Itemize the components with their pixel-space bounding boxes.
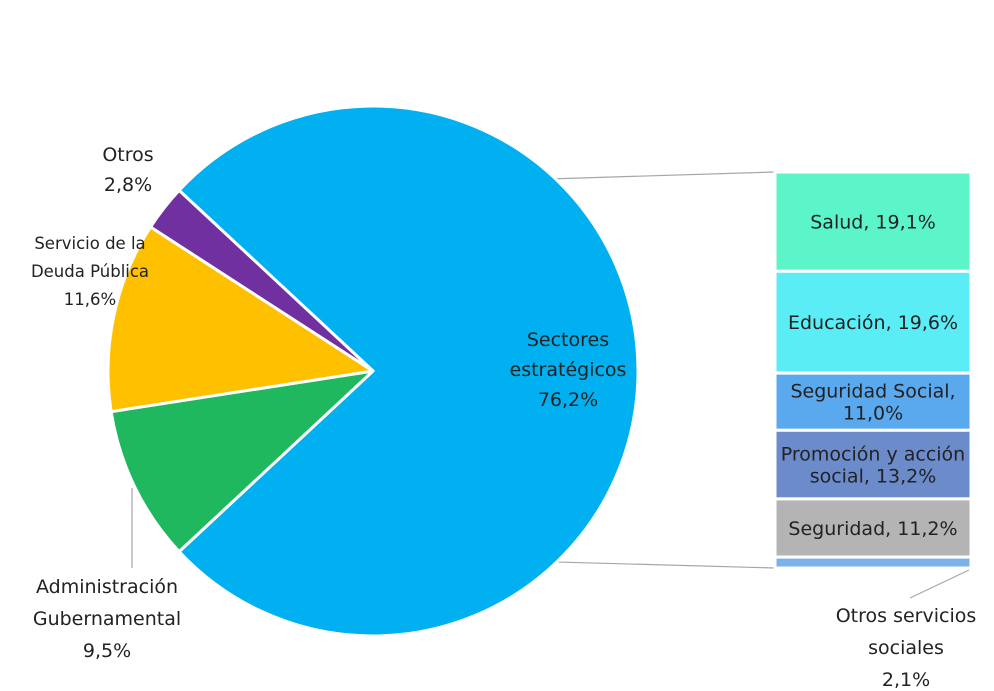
pie-slice-otros [149,188,375,373]
pie-slice-servicio-de-la-deuda-publica [106,225,375,414]
pie-slice-sectores-estrategicos [177,104,640,638]
pie-label-servicio-de-la-deuda-publica: Servicio de la Deuda Pública 11,6% [31,234,149,309]
bar-segment-seguridad [773,497,973,559]
pie-labels: Sectores estratégicos 76,2% Administración G… [31,144,627,662]
pie-label-sectores-estrategicos: Sectores estratégicos 76,2% [510,329,627,411]
stacked-bar [773,170,973,570]
bar-label-seguridad: Seguridad, 11,2% [788,518,957,540]
bar-segment-educacion [773,269,973,375]
bar-label-educacion: Educación, 19,6% [788,312,958,334]
bar-segment-promocion-y-accion-social [773,428,973,501]
bar-label-promocion-y-accion-social: Promoción y acción social, 13,2% [781,444,965,488]
pie-chart [106,104,640,638]
pie-label-otros: Otros 2,8% [102,144,153,196]
pie-label-administracion-gubernamental: Administración Gubernamental 9,5% [33,576,181,662]
pie-slice-administracion-gubernamental [109,369,375,554]
bar-label-seguridad-social: Seguridad Social, 11,0% [790,381,955,425]
bar-labels: Salud, 19,1% Educación, 19,6% Seguridad So… [781,212,977,691]
bar-label-otros-servicios-sociales: Otros servicios sociales 2,1% [836,605,977,691]
bar-segment-otros-servicios-sociales [773,555,973,570]
bar-segment-salud [773,170,973,273]
bar-label-salud: Salud, 19,1% [810,212,936,234]
leader-line-otros-servicios [909,569,970,599]
